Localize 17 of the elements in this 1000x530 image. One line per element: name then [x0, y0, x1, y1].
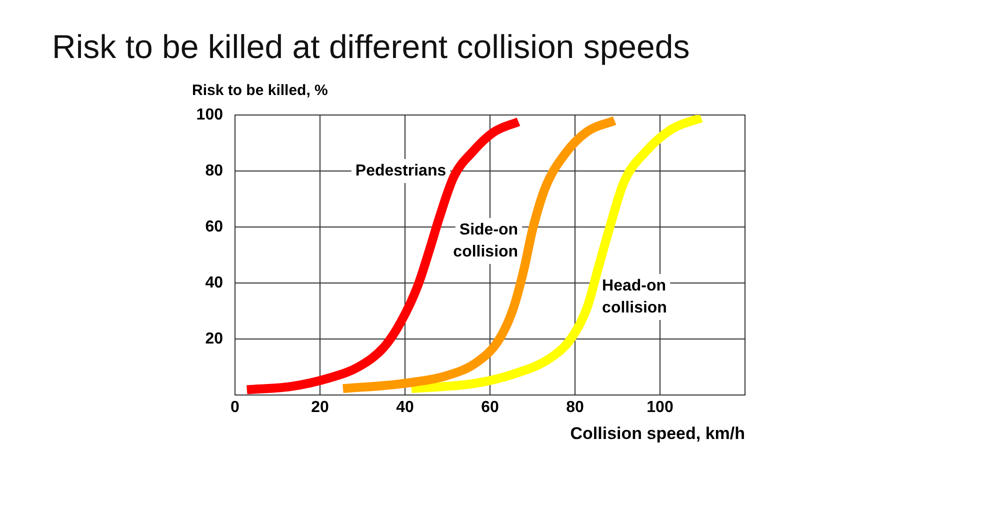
x-tick-label: 100 [646, 399, 674, 416]
y-tick-label: 100 [196, 106, 224, 124]
series-label: Pedestrians [355, 162, 446, 180]
x-tick-label: 0 [230, 399, 240, 416]
x-tick-label: 20 [311, 399, 329, 416]
series-label: Head-on collision [602, 277, 667, 316]
y-tick-label: 20 [205, 330, 224, 348]
series-label: Side-on collision [453, 221, 518, 260]
y-tick-label: 60 [205, 218, 224, 236]
x-tick-label: 80 [566, 399, 584, 416]
x-tick-label: 40 [396, 399, 414, 416]
x-tick-label: 60 [481, 399, 499, 416]
x-axis-title: Collision speed, km/h [570, 424, 745, 443]
y-tick-label: 80 [205, 162, 224, 180]
chart-title: Risk to be killed at different collision speeds [51, 27, 691, 67]
y-tick-label: 40 [205, 274, 224, 292]
y-axis-title: Risk to be killed, % [192, 82, 328, 99]
